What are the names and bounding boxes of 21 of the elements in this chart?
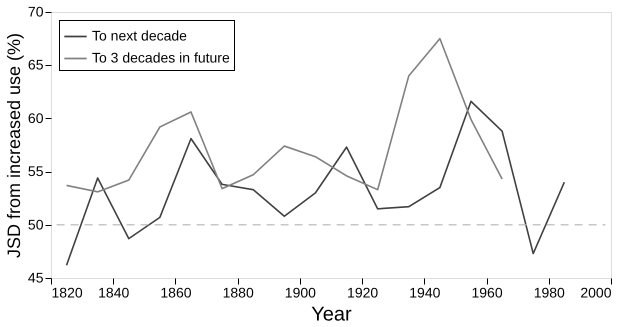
x-tick-label: 1840 xyxy=(98,284,130,300)
x-tick-label: 1820 xyxy=(52,284,83,300)
x-tick-label: 1900 xyxy=(284,284,316,300)
x-axis-title: Year xyxy=(311,304,352,326)
x-tick-label: 1860 xyxy=(160,284,192,300)
y-tick-label: 65 xyxy=(28,56,44,73)
x-tick-label: 2000 xyxy=(580,284,612,300)
y-axis-title: JSD from increased use (%) xyxy=(4,32,24,258)
legend-label: To 3 decades in future xyxy=(92,50,230,66)
y-tick-label: 70 xyxy=(28,4,44,20)
x-tick-label: 1880 xyxy=(222,284,254,300)
x-tick-label: 1980 xyxy=(534,284,566,300)
line-series xyxy=(66,100,566,266)
legend-label: To next decade xyxy=(92,28,188,44)
y-tick-label: 60 xyxy=(28,110,44,126)
x-tick-label: 1920 xyxy=(347,284,378,300)
y-tick-label: 50 xyxy=(28,216,44,232)
x-tick-label: 1940 xyxy=(409,284,441,300)
y-tick-label: 45 xyxy=(28,270,44,286)
x-tick-label: 1960 xyxy=(471,284,503,300)
y-tick-label: 55 xyxy=(28,163,44,180)
